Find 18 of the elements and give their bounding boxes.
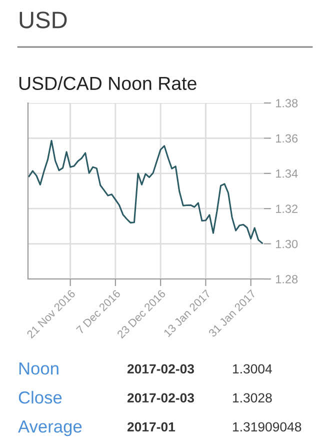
text: Average — [18, 420, 82, 436]
text: Noon — [19, 362, 58, 375]
y-tick-label: 1.38 — [276, 99, 298, 108]
chart-title: USD — [20, 12, 67, 28]
text: 2017-02-03 — [127, 364, 194, 374]
chart-subtitle: USD/CAD Noon Rate — [19, 76, 196, 90]
y-tick-label: 1.28 — [276, 275, 298, 284]
text: 2017-01 — [127, 422, 176, 432]
y-tick-label: 1.30 — [276, 240, 298, 248]
y-tick-label: 1.32 — [276, 204, 298, 213]
y-tick-label: 1.36 — [276, 134, 298, 143]
text: Close — [18, 390, 62, 404]
text: 2017-02-03 — [127, 393, 194, 403]
text: 1.3028 — [233, 393, 272, 403]
text: 1.3004 — [233, 364, 272, 374]
text: 1.31909048 — [233, 422, 302, 432]
y-tick-label: 1.34 — [276, 169, 298, 178]
line-series — [28, 140, 263, 244]
